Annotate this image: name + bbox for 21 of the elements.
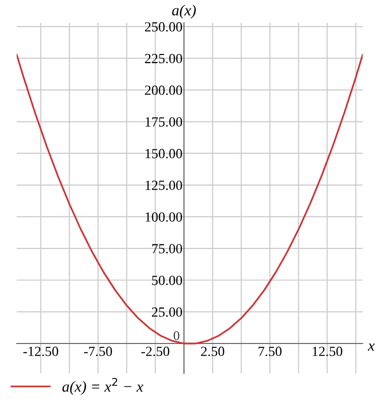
y-tick-label: 25.00 — [152, 307, 182, 317]
x-tick-label: -2.50 — [141, 346, 170, 356]
y-tick-label: 200.00 — [144, 86, 182, 95]
x-axis-title: x — [368, 344, 375, 351]
x-tick-label: -12.50 — [23, 346, 58, 356]
legend-label: a(x) = x$^{2}$ − x — [62, 378, 144, 395]
y-tick-label: 150.00 — [146, 148, 182, 158]
y-tick-label: 100.00 — [146, 212, 182, 222]
x-tick-label: -7.50 — [84, 346, 112, 356]
x-tick-label: 12.50 — [312, 346, 342, 356]
y-tick-label: 250.00 — [144, 22, 182, 32]
y-tick-label: 125.00 — [146, 180, 182, 190]
x-tick-label: 2.50 — [201, 346, 224, 356]
x-tick-label: 7.50 — [258, 346, 282, 356]
line-series — [16, 54, 363, 344]
y-tick-label: 175.00 — [146, 117, 182, 127]
y-tick-label: 75.00 — [152, 244, 182, 254]
y-tick-label: 0 — [174, 331, 180, 340]
y-axis-title: a(x) — [172, 4, 196, 19]
y-tick-label: 50.00 — [152, 276, 182, 286]
y-tick-label: 225.00 — [144, 54, 182, 64]
